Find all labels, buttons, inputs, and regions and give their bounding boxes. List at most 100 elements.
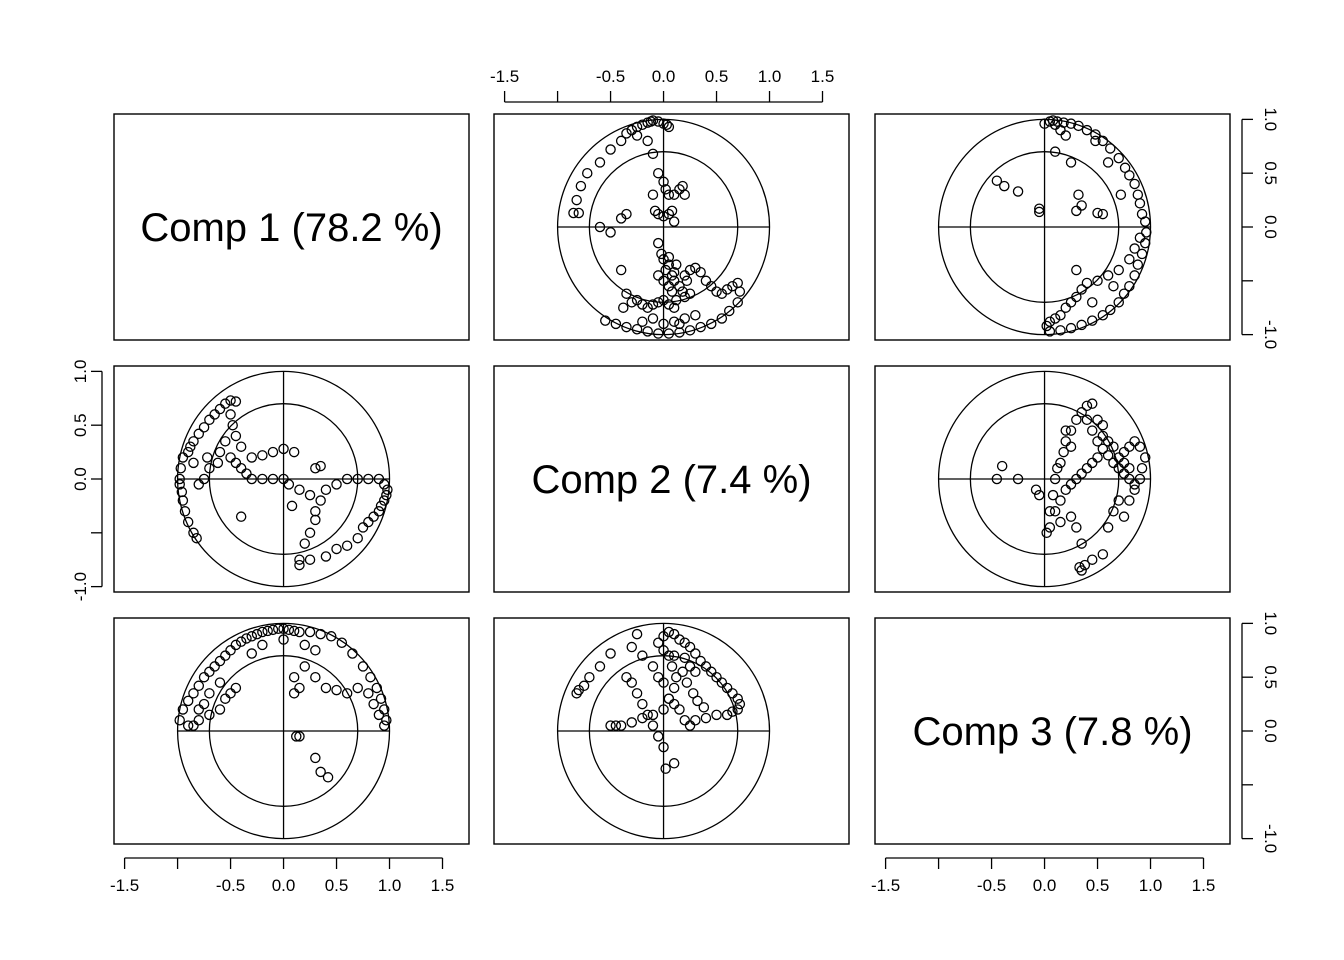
point-3-1-17 xyxy=(262,625,273,637)
point-2-3-20 xyxy=(1086,425,1098,436)
point-2-1-16 xyxy=(209,409,220,420)
point-3-2-5 xyxy=(605,648,616,659)
point-2-3-48 xyxy=(1049,506,1061,517)
point-2-3-21 xyxy=(1092,436,1103,447)
point-1-2-62 xyxy=(732,277,743,289)
point-1-2-76 xyxy=(610,318,622,330)
point-2-3-29 xyxy=(1134,473,1146,485)
point-2-1-14 xyxy=(198,422,210,433)
point-2-1-30 xyxy=(241,468,252,479)
point-1-2-81 xyxy=(642,302,653,313)
point-2-1-64 xyxy=(310,462,321,474)
x-tick-label-bottom-1-2: -0.5 xyxy=(216,876,245,895)
point-2-3-45 xyxy=(1065,479,1077,490)
point-2-3-53 xyxy=(1079,559,1091,571)
point-2-3-18 xyxy=(1086,398,1098,409)
point-2-3-27 xyxy=(1124,473,1135,485)
point-3-1-68 xyxy=(257,639,268,651)
point-2-1-43 xyxy=(363,473,374,485)
point-2-1-74 xyxy=(193,479,205,490)
point-1-3-61 xyxy=(1134,232,1146,244)
point-3-2-11 xyxy=(647,720,659,731)
point-2-3-7 xyxy=(1044,506,1056,517)
point-1-3-9 xyxy=(1097,208,1109,220)
point-2-3-55 xyxy=(1076,565,1087,576)
point-2-1-5 xyxy=(177,495,189,506)
point-2-3-1 xyxy=(996,460,1008,472)
point-2-1-27 xyxy=(225,452,236,463)
point-2-3-51 xyxy=(1071,522,1082,533)
point-2-3-64 xyxy=(1060,425,1071,436)
point-3-1-29 xyxy=(357,661,369,672)
point-2-1-48 xyxy=(378,495,390,506)
point-1-3-27 xyxy=(1129,178,1140,190)
point-1-3-67 xyxy=(1086,297,1098,308)
point-2-3-3 xyxy=(1030,484,1042,496)
point-3-2-2 xyxy=(578,680,590,692)
point-3-1-46 xyxy=(288,688,300,699)
point-3-2-23 xyxy=(666,661,678,672)
point-3-2-3 xyxy=(584,671,595,683)
point-1-3-44 xyxy=(1065,322,1077,334)
point-1-2-5 xyxy=(594,157,606,168)
point-1-2-3 xyxy=(575,180,587,192)
y-tick-label-right-3-4: 1.0 xyxy=(1261,612,1280,636)
point-3-1-44 xyxy=(299,661,310,672)
point-2-3-10 xyxy=(1052,462,1063,474)
point-3-1-20 xyxy=(278,623,289,635)
point-2-3-57 xyxy=(1097,549,1109,560)
point-1-2-22 xyxy=(653,167,664,179)
point-1-2-20 xyxy=(642,135,653,147)
point-1-2-32 xyxy=(653,208,664,220)
point-2-3-47 xyxy=(1055,495,1066,506)
point-1-3-59 xyxy=(1124,254,1135,265)
point-1-2-89 xyxy=(663,280,675,292)
point-2-3-5 xyxy=(1044,522,1056,533)
x-tick-label-bottom-3-0: -1.5 xyxy=(871,876,900,895)
point-3-2-52 xyxy=(668,698,680,710)
point-1-3-41 xyxy=(1097,309,1109,321)
point-2-1-32 xyxy=(257,473,268,485)
point-1-3-49 xyxy=(1049,313,1061,324)
point-3-1-67 xyxy=(246,648,258,659)
point-1-2-64 xyxy=(732,297,743,308)
point-1-3-0 xyxy=(991,175,1003,186)
point-1-3-31 xyxy=(1139,216,1151,227)
point-3-1-51 xyxy=(188,720,199,731)
point-1-2-8 xyxy=(621,128,632,139)
point-2-1-75 xyxy=(202,452,213,463)
point-3-2-63 xyxy=(668,650,680,661)
point-3-2-9 xyxy=(637,698,648,710)
point-1-2-52 xyxy=(679,270,690,281)
point-2-3-32 xyxy=(1134,441,1146,452)
point-2-3-67 xyxy=(1097,419,1109,431)
point-3-1-58 xyxy=(214,677,226,688)
point-3-2-47 xyxy=(700,712,712,724)
point-2-1-72 xyxy=(204,462,215,474)
point-3-1-42 xyxy=(320,682,332,694)
panel-frame-3-2 xyxy=(493,617,850,845)
point-3-2-64 xyxy=(679,652,690,664)
point-3-2-19 xyxy=(658,704,669,715)
point-2-1-38 xyxy=(315,495,326,506)
point-3-2-54 xyxy=(658,741,669,753)
point-1-3-32 xyxy=(1141,227,1152,238)
point-2-1-73 xyxy=(198,473,210,485)
point-3-2-67 xyxy=(677,666,688,678)
point-1-2-96 xyxy=(668,316,680,327)
point-1-3-52 xyxy=(1065,297,1077,308)
x-tick-label-bottom-3-6: 1.5 xyxy=(1192,876,1216,895)
point-1-3-39 xyxy=(1113,297,1124,308)
point-1-2-53 xyxy=(684,264,696,276)
point-1-2-104 xyxy=(674,318,685,330)
point-2-1-7 xyxy=(182,516,194,528)
x-tick-label-top-2-0: -1.5 xyxy=(490,67,519,86)
x-tick-label-bottom-1-3: 0.0 xyxy=(272,876,296,895)
point-1-2-56 xyxy=(700,275,712,287)
point-2-3-33 xyxy=(1129,436,1140,447)
point-2-1-79 xyxy=(310,514,321,526)
point-3-1-61 xyxy=(193,704,205,715)
x-tick-label-bottom-1-0: -1.5 xyxy=(110,876,139,895)
point-3-1-14 xyxy=(246,631,258,642)
point-3-1-27 xyxy=(336,637,348,649)
